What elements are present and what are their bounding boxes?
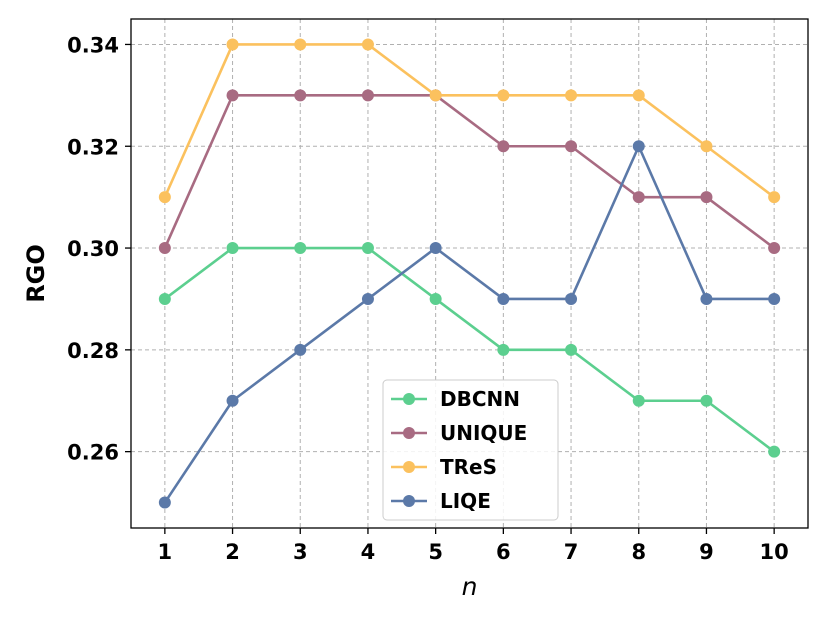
series-line bbox=[163, 144, 775, 504]
x-tick-label: 3 bbox=[293, 540, 308, 564]
data-point bbox=[158, 496, 171, 509]
data-point bbox=[632, 89, 645, 102]
legend-box bbox=[382, 379, 559, 521]
data-point bbox=[497, 89, 510, 102]
x-tick-label: 8 bbox=[631, 540, 646, 564]
data-point bbox=[158, 191, 171, 204]
data-point bbox=[226, 89, 239, 102]
y-tick-label: 0.28 bbox=[67, 339, 119, 363]
x-tick-label: 4 bbox=[361, 540, 376, 564]
legend-item: TReS bbox=[391, 455, 497, 479]
x-tick-label: 5 bbox=[428, 540, 443, 564]
series-tres bbox=[158, 38, 781, 204]
y-tick-label: 0.32 bbox=[67, 135, 119, 159]
data-point bbox=[768, 445, 781, 458]
x-tick-label: 10 bbox=[760, 540, 789, 564]
legend-label: UNIQUE bbox=[440, 421, 527, 445]
data-point bbox=[361, 292, 374, 305]
data-point bbox=[294, 242, 307, 255]
data-point bbox=[497, 292, 510, 305]
data-point bbox=[226, 394, 239, 407]
y-tick-label: 0.26 bbox=[67, 441, 119, 465]
series-liqe bbox=[158, 140, 781, 509]
x-tick-label: 7 bbox=[564, 540, 579, 564]
plot-frame bbox=[130, 18, 809, 529]
series-line bbox=[163, 43, 775, 199]
x-tick-label: 6 bbox=[496, 540, 511, 564]
data-point bbox=[226, 242, 239, 255]
legend-marker bbox=[403, 461, 415, 473]
y-axis-label: RGO bbox=[22, 244, 50, 303]
data-point bbox=[632, 394, 645, 407]
data-point bbox=[429, 89, 442, 102]
series-unique bbox=[158, 89, 781, 255]
series-dbcnn bbox=[158, 242, 781, 458]
data-point bbox=[768, 242, 781, 255]
data-point bbox=[294, 343, 307, 356]
data-point bbox=[700, 191, 713, 204]
legend-label: DBCNN bbox=[440, 387, 520, 411]
data-point bbox=[158, 292, 171, 305]
data-point bbox=[700, 394, 713, 407]
x-tick-label: 1 bbox=[158, 540, 173, 564]
legend: DBCNN UNIQUE TReS LIQE bbox=[382, 379, 559, 521]
data-point bbox=[700, 140, 713, 153]
legend-marker bbox=[403, 427, 415, 439]
series-line bbox=[164, 246, 775, 453]
series-line bbox=[163, 94, 775, 250]
data-point bbox=[768, 191, 781, 204]
data-point bbox=[768, 292, 781, 305]
data-point bbox=[361, 38, 374, 51]
legend-item: DBCNN bbox=[391, 387, 520, 411]
legend-marker bbox=[403, 393, 415, 405]
ticks: 1 2 3 4 5 6 7 8 9 10 0.26 0.28 0.30 0.32 0.34 bbox=[67, 33, 789, 564]
x-axis-label: n bbox=[462, 572, 478, 601]
data-point bbox=[158, 242, 171, 255]
data-point bbox=[632, 140, 645, 153]
legend-item: UNIQUE bbox=[391, 421, 527, 445]
data-point bbox=[361, 242, 374, 255]
data-point bbox=[294, 89, 307, 102]
legend-item: LIQE bbox=[391, 489, 491, 513]
x-tick-label: 2 bbox=[225, 540, 240, 564]
y-tick-label: 0.30 bbox=[67, 237, 119, 261]
x-tick-label: 9 bbox=[699, 540, 714, 564]
legend-marker bbox=[403, 495, 415, 507]
data-point bbox=[565, 343, 578, 356]
grid bbox=[131, 19, 808, 528]
data-point bbox=[497, 140, 510, 153]
data-point bbox=[294, 38, 307, 51]
legend-label: TReS bbox=[440, 455, 497, 479]
data-point bbox=[497, 343, 510, 356]
data-point bbox=[361, 89, 374, 102]
series-layer bbox=[158, 38, 781, 509]
data-point bbox=[565, 292, 578, 305]
data-point bbox=[429, 242, 442, 255]
data-point bbox=[700, 292, 713, 305]
data-point bbox=[429, 292, 442, 305]
data-point bbox=[565, 89, 578, 102]
data-point bbox=[565, 140, 578, 153]
data-point bbox=[632, 191, 645, 204]
y-tick-label: 0.34 bbox=[67, 33, 119, 57]
data-point bbox=[226, 38, 239, 51]
legend-label: LIQE bbox=[440, 489, 491, 513]
